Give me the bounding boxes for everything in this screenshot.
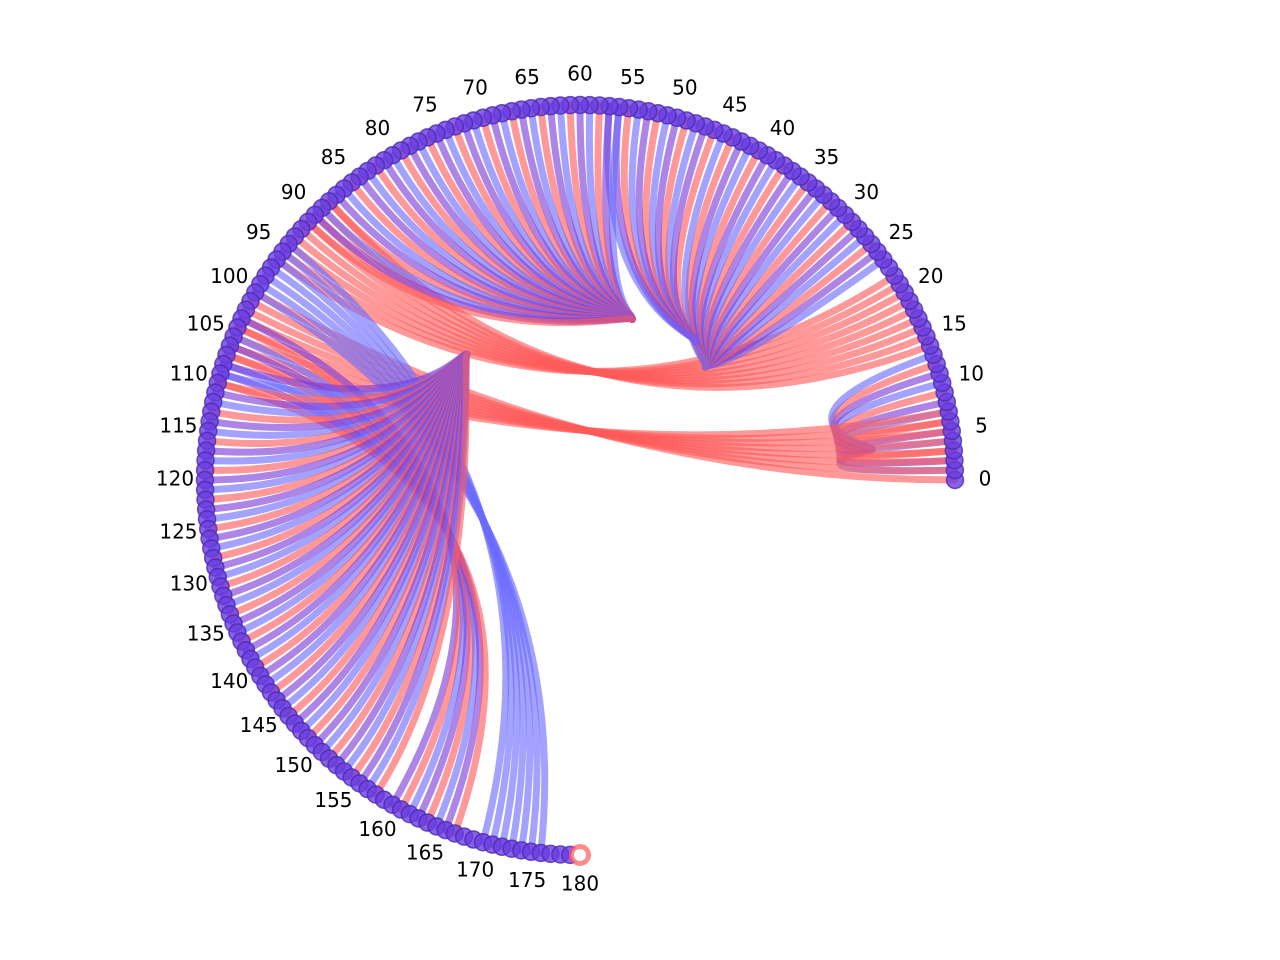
tick-label-5: 5 — [975, 414, 988, 438]
tick-label-70: 70 — [462, 75, 487, 99]
tick-label-125: 125 — [159, 519, 197, 543]
tick-label-55: 55 — [620, 65, 645, 89]
tick-label-175: 175 — [508, 868, 546, 892]
tick-label-150: 150 — [275, 753, 313, 777]
tick-label-65: 65 — [514, 65, 539, 89]
tick-label-75: 75 — [412, 92, 437, 116]
tick-label-85: 85 — [321, 145, 346, 169]
tick-label-110: 110 — [170, 362, 208, 386]
tick-label-40: 40 — [770, 116, 795, 140]
tick-label-0: 0 — [979, 467, 992, 491]
node-180 — [569, 844, 591, 866]
tick-label-135: 135 — [187, 621, 225, 645]
chord-5-35 — [304, 218, 636, 327]
tick-label-20: 20 — [918, 264, 943, 288]
tick-label-115: 115 — [159, 414, 197, 438]
tick-label-180: 180 — [561, 872, 599, 896]
tick-label-100: 100 — [210, 264, 248, 288]
tick-label-45: 45 — [722, 92, 747, 116]
tick-label-35: 35 — [814, 145, 839, 169]
tick-label-145: 145 — [240, 713, 278, 737]
tick-label-25: 25 — [889, 220, 914, 244]
tick-label-120: 120 — [156, 467, 194, 491]
tick-label-160: 160 — [358, 817, 396, 841]
tick-label-90: 90 — [281, 180, 306, 204]
tick-label-15: 15 — [941, 312, 966, 336]
tick-label-80: 80 — [365, 116, 390, 140]
chord-3-21 — [681, 130, 728, 371]
tick-label-165: 165 — [406, 841, 444, 865]
tick-label-60: 60 — [567, 62, 592, 86]
chord-6-6 — [251, 289, 549, 857]
tick-label-30: 30 — [854, 180, 879, 204]
circle-nodes — [195, 95, 965, 866]
tick-label-155: 155 — [314, 788, 352, 812]
tick-label-130: 130 — [170, 571, 208, 595]
chord-8-50 — [372, 351, 471, 799]
tick-label-140: 140 — [210, 669, 248, 693]
tick-label-105: 105 — [187, 312, 225, 336]
tick-label-170: 170 — [456, 858, 494, 882]
tick-label-95: 95 — [246, 220, 271, 244]
tick-label-50: 50 — [672, 75, 697, 99]
tick-label-10: 10 — [958, 362, 983, 386]
chord-links — [201, 101, 959, 857]
